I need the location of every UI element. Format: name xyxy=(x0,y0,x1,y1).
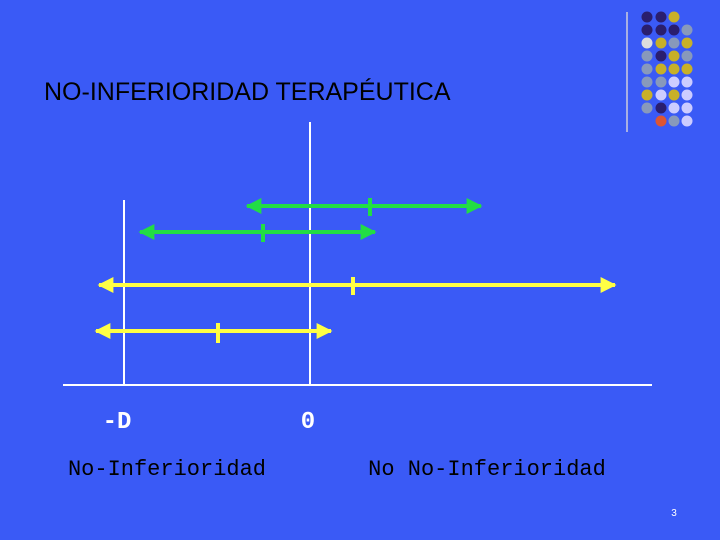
zero-label: 0 xyxy=(301,409,315,436)
intervals xyxy=(94,198,617,343)
decoration xyxy=(626,11,693,132)
title: NO-INFERIORIDAD TERAPÉUTICA xyxy=(44,77,451,106)
page-number: 3 xyxy=(671,508,677,519)
region-left: No-Inferioridad xyxy=(68,457,266,482)
margin-label: -D xyxy=(103,409,132,436)
region-right: No No-Inferioridad xyxy=(368,457,606,482)
